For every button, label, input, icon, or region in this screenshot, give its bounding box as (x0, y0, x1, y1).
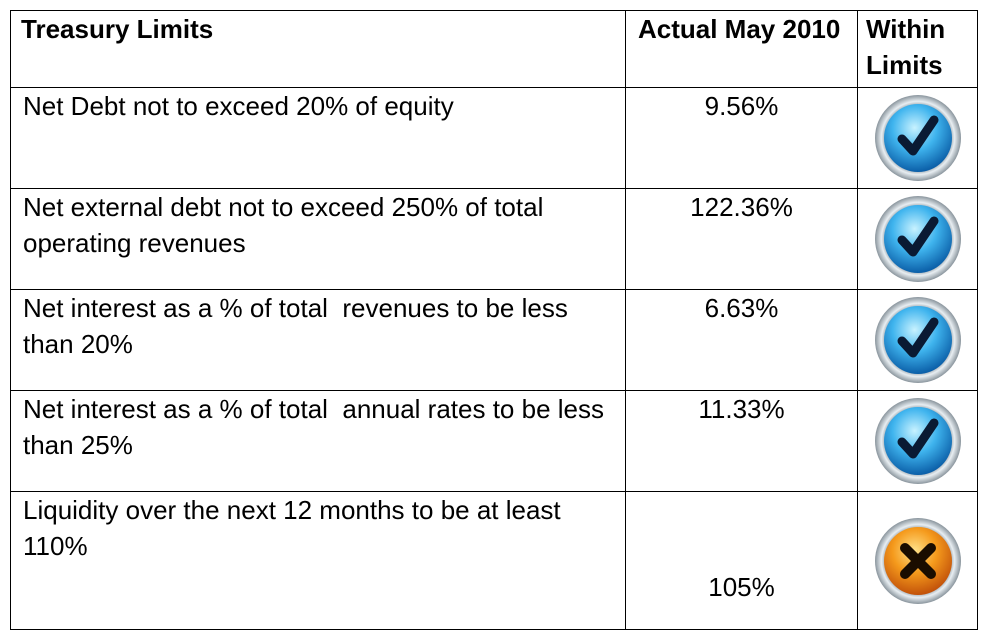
limit-cell: Net Debt not to exceed 20% of equity (10, 87, 626, 189)
status-cell (857, 390, 978, 492)
row: Net external debt not to exceed 250% of … (10, 188, 978, 290)
header-row: Treasury Limits Actual May 2010 Within L… (10, 10, 978, 88)
check-icon (874, 398, 961, 484)
check-icon (874, 297, 961, 383)
status-cell (857, 188, 978, 290)
check-icon (874, 95, 961, 181)
row: Net interest as a % of total annual rate… (10, 390, 978, 492)
limit-cell: Liquidity over the next 12 months to be … (10, 491, 626, 630)
status-cell (857, 87, 978, 189)
actual-cell: 6.63% (625, 289, 858, 391)
row: Net Debt not to exceed 20% of equity 9.5… (10, 87, 978, 189)
row: Liquidity over the next 12 months to be … (10, 491, 978, 630)
actual-cell: 9.56% (625, 87, 858, 189)
actual-cell: 105% (625, 491, 858, 630)
treasury-table: Treasury Limits Actual May 2010 Within L… (10, 10, 978, 630)
cross-icon (874, 517, 961, 604)
header-cell: Within Limits (857, 10, 978, 88)
status-cell (857, 491, 978, 630)
status-cell (857, 289, 978, 391)
limit-cell: Net external debt not to exceed 250% of … (10, 188, 626, 290)
actual-cell: 11.33% (625, 390, 858, 492)
header-cell: Actual May 2010 (625, 10, 858, 88)
actual-cell: 122.36% (625, 188, 858, 290)
limit-cell: Net interest as a % of total annual rate… (10, 390, 626, 492)
header-cell: Treasury Limits (10, 10, 626, 88)
row: Net interest as a % of total revenues to… (10, 289, 978, 391)
limit-cell: Net interest as a % of total revenues to… (10, 289, 626, 391)
check-icon (874, 196, 961, 282)
